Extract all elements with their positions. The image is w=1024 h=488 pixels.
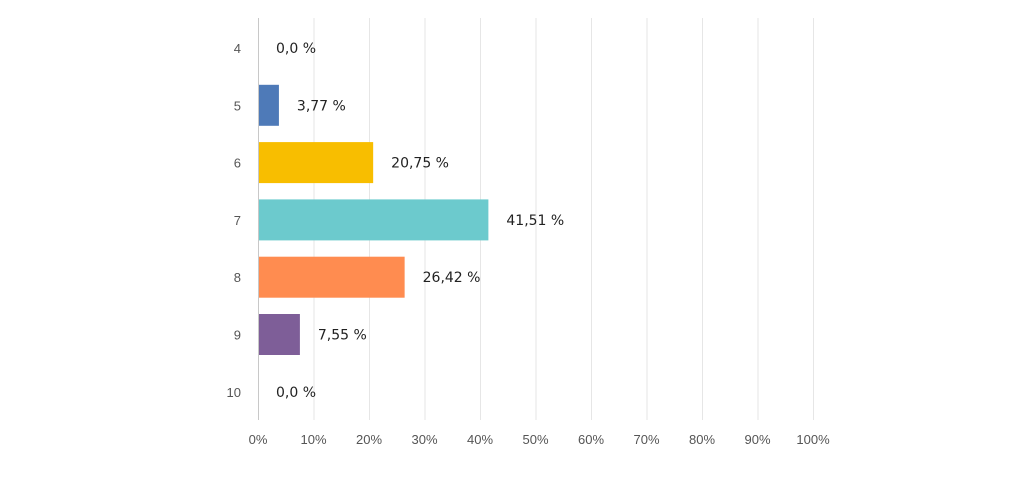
x-tick-label: 30%: [411, 432, 437, 447]
bar-8: [259, 256, 405, 298]
value-label-7: 41,51 %: [506, 213, 564, 229]
value-labels: 0,0 % 3,77 % 20,75 % 41,51 % 26,42 % 7,55 % 0,…: [276, 41, 564, 401]
x-tick-label: 70%: [633, 432, 659, 447]
x-tick-label: 20%: [356, 432, 382, 447]
value-label-4: 0,0 %: [276, 41, 316, 57]
x-axis-tick-labels: 0% 10% 20% 30% 40% 50% 60% 70% 80% 90% 100%: [249, 432, 830, 447]
category-label-10: 10: [227, 385, 241, 400]
grid-lines: [313, 18, 814, 420]
x-tick-label: 100%: [796, 432, 830, 447]
x-tick-label: 50%: [522, 432, 548, 447]
x-tick-label: 90%: [744, 432, 770, 447]
category-labels: 4 5 6 7 8 9 10: [227, 41, 241, 400]
bar-9: [259, 314, 300, 355]
category-label-6: 6: [234, 156, 241, 171]
category-label-5: 5: [234, 98, 241, 113]
category-label-7: 7: [234, 213, 241, 228]
bars: [259, 84, 489, 355]
bar-6: [259, 142, 374, 184]
value-label-9: 7,55 %: [318, 328, 367, 344]
value-label-5: 3,77 %: [297, 98, 346, 114]
bar-5: [259, 84, 279, 126]
x-tick-label: 40%: [467, 432, 493, 447]
category-label-4: 4: [234, 41, 241, 56]
x-tick-label: 0%: [249, 432, 268, 447]
x-tick-label: 80%: [689, 432, 715, 447]
value-label-6: 20,75 %: [391, 156, 449, 172]
category-label-8: 8: [234, 270, 241, 285]
x-tick-label: 10%: [300, 432, 326, 447]
value-label-8: 26,42 %: [423, 270, 481, 286]
value-label-10: 0,0 %: [276, 385, 316, 401]
category-label-9: 9: [234, 328, 241, 343]
x-tick-label: 60%: [578, 432, 604, 447]
bar-7: [259, 199, 489, 241]
